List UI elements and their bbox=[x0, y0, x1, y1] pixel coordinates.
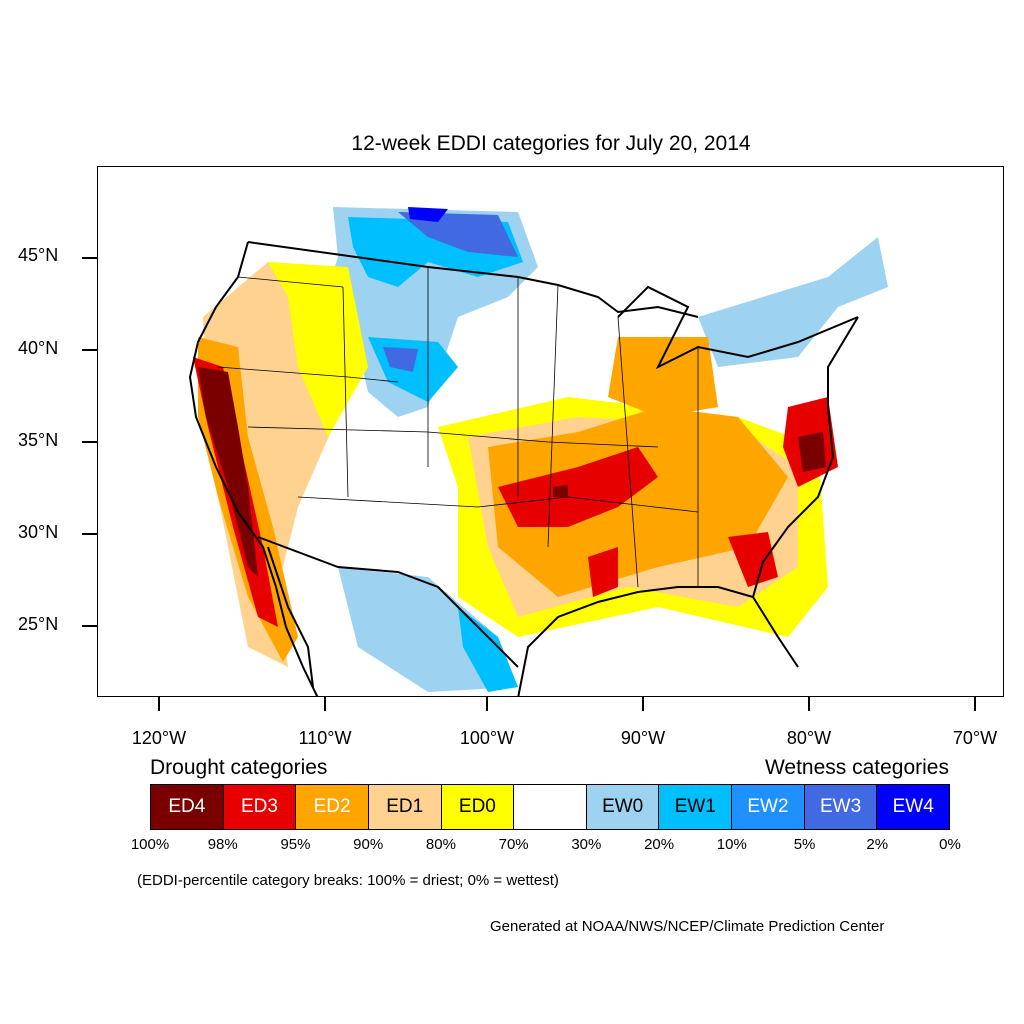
legend-cell-ed2: ED2 bbox=[296, 785, 369, 829]
legend-cell-ew4: EW4 bbox=[877, 785, 950, 829]
drought-heading: Drought categories bbox=[150, 756, 328, 779]
legend-cell-ew0: EW0 bbox=[586, 785, 660, 829]
break-label: 80% bbox=[425, 836, 456, 853]
lon-label-100w: 100°W bbox=[459, 728, 515, 748]
louisiana-ed3 bbox=[588, 547, 618, 597]
break-label: 100% bbox=[130, 836, 170, 853]
credit-line: Generated at NOAA/NWS/NCEP/Climate Predi… bbox=[490, 918, 885, 935]
break-label: 0% bbox=[939, 836, 961, 853]
break-label: 10% bbox=[716, 836, 747, 853]
lon-label-80w: 80°W bbox=[786, 728, 832, 748]
break-label: 30% bbox=[571, 836, 602, 853]
lat-tick bbox=[82, 257, 97, 259]
montana-wet-max bbox=[408, 207, 448, 222]
legend-cell-ed0: ED0 bbox=[441, 785, 515, 829]
legend-cell-ed3: ED3 bbox=[223, 785, 297, 829]
break-label: 2% bbox=[866, 836, 889, 853]
lon-tick bbox=[324, 697, 326, 711]
eddi-map bbox=[188, 207, 888, 696]
lon-tick bbox=[642, 697, 644, 711]
texas-south-wet-core bbox=[458, 607, 518, 692]
great-lakes bbox=[617, 285, 859, 370]
break-label: 90% bbox=[353, 836, 384, 853]
midwest-ed2 bbox=[608, 337, 718, 417]
state-lines bbox=[217, 267, 699, 588]
lon-label-120w: 120°W bbox=[131, 728, 187, 748]
lat-tick bbox=[82, 349, 97, 351]
legend-cell-neutral bbox=[514, 785, 587, 829]
lon-label-70w: 70°W bbox=[952, 728, 998, 748]
coastlines-and-borders bbox=[188, 241, 859, 696]
new-england-wet bbox=[698, 237, 888, 367]
virginia-ed4 bbox=[798, 432, 826, 472]
lat-label-45: 45°N bbox=[18, 245, 59, 265]
break-label: 20% bbox=[644, 836, 675, 853]
mexico-border bbox=[257, 536, 519, 668]
legend-cell-ed1: ED1 bbox=[368, 785, 442, 829]
legend-cell-ew3: EW3 bbox=[804, 785, 878, 829]
canada-border bbox=[247, 241, 699, 318]
break-label: 98% bbox=[207, 836, 238, 853]
oklahoma-ed3 bbox=[498, 447, 658, 527]
georgia-ed3 bbox=[728, 532, 778, 587]
lon-tick bbox=[486, 697, 488, 711]
lat-label-35: 35°N bbox=[18, 430, 59, 450]
legend-cell-ew2: EW2 bbox=[732, 785, 805, 829]
montana-wet-core bbox=[398, 212, 518, 257]
west-coast bbox=[188, 241, 319, 696]
wetness-heading: Wetness categories bbox=[764, 756, 949, 779]
lat-label-25: 25°N bbox=[18, 614, 59, 634]
california-dry-max bbox=[198, 367, 258, 577]
category-legend: ED4 ED3 ED2 ED1 ED0 EW0 EW1 EW2 EW3 EW4 bbox=[150, 784, 950, 830]
baja bbox=[267, 546, 314, 688]
south-central-ed2 bbox=[488, 407, 788, 597]
legend-cell-ed4: ED4 bbox=[151, 785, 224, 829]
west-coast-dry-yellow bbox=[268, 262, 368, 437]
lat-label-40: 40°N bbox=[18, 338, 59, 358]
lat-label-30: 30°N bbox=[18, 522, 59, 542]
lon-label-110w: 110°W bbox=[298, 728, 352, 748]
map-panel bbox=[97, 166, 1004, 697]
lon-tick bbox=[158, 697, 160, 711]
break-label: 95% bbox=[280, 836, 311, 853]
oklahoma-ed4 bbox=[553, 485, 568, 497]
break-label: 70% bbox=[498, 836, 529, 853]
gulf-coast bbox=[517, 586, 754, 696]
break-label: 5% bbox=[793, 836, 816, 853]
legend-cell-ew1: EW1 bbox=[659, 785, 733, 829]
map-title: 12-week EDDI categories for July 20, 201… bbox=[351, 132, 751, 155]
wyoming-wet-core bbox=[383, 347, 418, 372]
breaks-note: (EDDI-percentile category breaks: 100% =… bbox=[137, 872, 559, 889]
lat-tick bbox=[82, 625, 97, 627]
east-coast bbox=[751, 316, 859, 668]
lat-tick bbox=[82, 441, 97, 443]
lon-tick bbox=[808, 697, 810, 711]
lon-tick bbox=[974, 697, 976, 711]
lon-label-90w: 90°W bbox=[620, 728, 666, 748]
lat-tick bbox=[82, 533, 97, 535]
